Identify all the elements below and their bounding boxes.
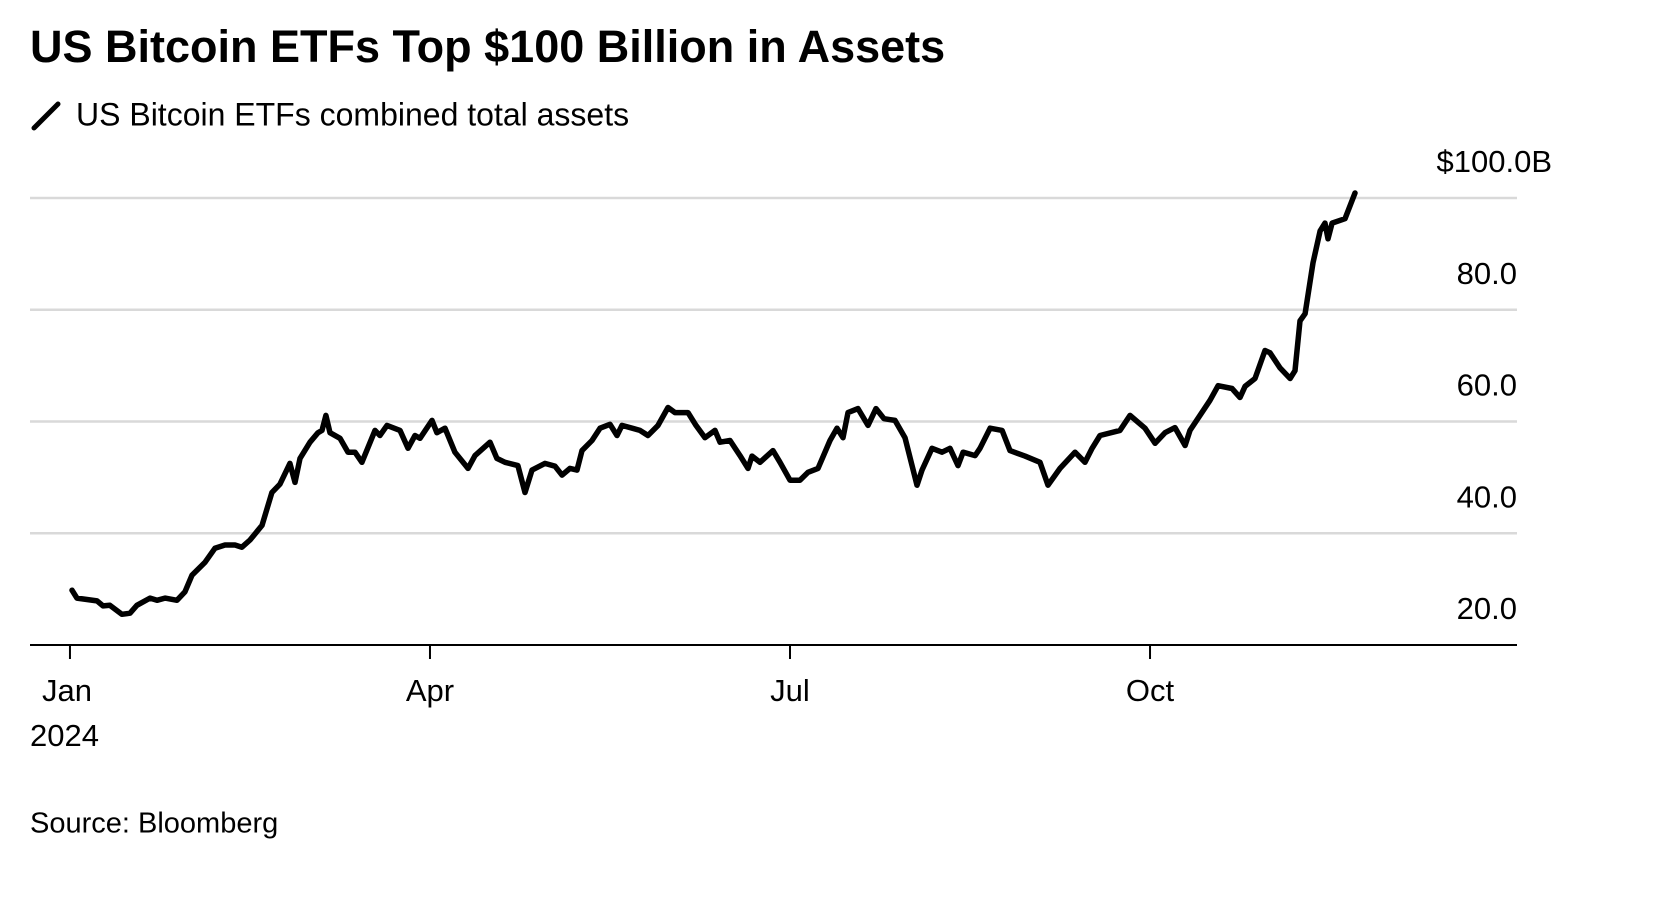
- y-tick-label: 20.0: [1457, 591, 1517, 626]
- x-tick-label: Oct: [1126, 673, 1175, 708]
- x-tick-label: Jul: [770, 673, 810, 708]
- chart-title: US Bitcoin ETFs Top $100 Billion in Asse…: [30, 21, 945, 72]
- x-tick-year: 2024: [30, 718, 99, 753]
- legend-label: US Bitcoin ETFs combined total assets: [76, 96, 629, 132]
- legend-swatch: [31, 101, 61, 131]
- x-tick-label: Jan: [42, 673, 92, 708]
- y-tick-label: 60.0: [1457, 368, 1517, 403]
- x-tick-label: Apr: [406, 673, 454, 708]
- y-tick-label: 40.0: [1457, 479, 1517, 514]
- y-tick-label: $100.0B: [1437, 144, 1553, 179]
- source: Source: Bloomberg: [30, 808, 278, 840]
- y-tick-label: 80.0: [1457, 256, 1517, 291]
- series-line: [69, 190, 1358, 618]
